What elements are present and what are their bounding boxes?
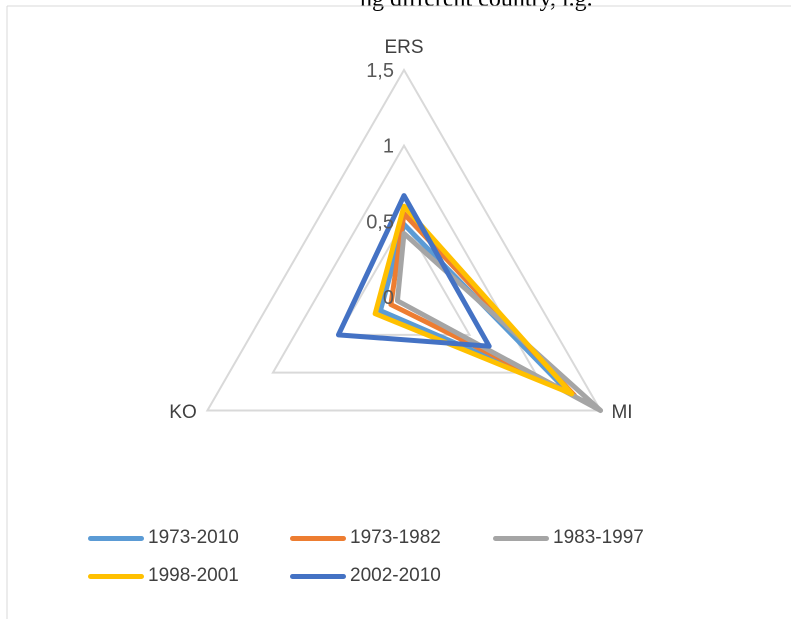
legend-swatch-2 [493, 535, 549, 541]
axis-label-ko: KO [169, 402, 196, 423]
tick-label-3: 1,5 [366, 60, 394, 82]
legend-item-2: 1983-1997 [493, 527, 644, 549]
tick-label-2: 1 [383, 136, 394, 158]
legend-item-0: 1973-2010 [88, 527, 239, 549]
grid-ring-3 [205, 68, 603, 412]
legend-swatch-4 [290, 573, 346, 579]
tick-label-1: 0,5 [366, 211, 394, 233]
legend-swatch-1 [290, 535, 346, 541]
legend-label-4: 2002-2010 [350, 565, 441, 586]
legend-swatch-3 [88, 573, 144, 579]
legend-label-3: 1998-2001 [148, 565, 239, 586]
legend-label-0: 1973-2010 [148, 527, 239, 548]
legend-label-1: 1973-1982 [350, 527, 441, 548]
series-line-4 [335, 193, 492, 349]
legend-swatch-0 [88, 535, 144, 541]
legend-label-2: 1983-1997 [553, 527, 644, 548]
axis-label-ers: ERS [384, 37, 423, 58]
series-line-2 [394, 230, 604, 413]
legend-item-4: 2002-2010 [290, 565, 441, 587]
legend-item-3: 1998-2001 [88, 565, 239, 587]
legend-item-1: 1973-1982 [290, 527, 441, 549]
grid-ring-1 [336, 219, 472, 336]
series-line-3 [372, 203, 575, 397]
tick-label-0: 0 [383, 287, 394, 309]
grid-ring-2 [271, 143, 537, 374]
axis-label-mi: MI [611, 402, 632, 423]
